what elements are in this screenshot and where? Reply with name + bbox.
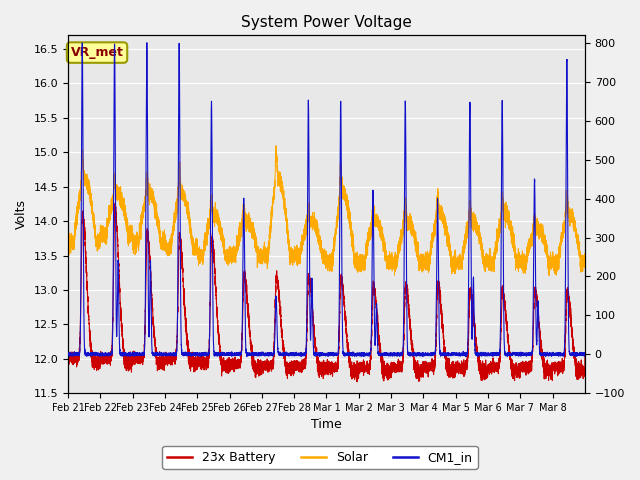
Solar [519, 258, 527, 264]
Legend: 23x Battery, Solar, CM1_in: 23x Battery, Solar, CM1_in [163, 446, 477, 469]
23x Battery [305, 276, 312, 281]
CM1_in [528, 350, 536, 356]
CM1_in [519, 352, 527, 358]
Solar [64, 235, 72, 241]
CM1_in [490, 352, 498, 358]
Solar [490, 260, 498, 265]
Line: Solar: Solar [68, 145, 585, 276]
23x Battery [476, 364, 484, 370]
CM1_in [476, 353, 484, 359]
Solar [476, 238, 484, 244]
CM1_in [64, 352, 72, 358]
23x Battery [64, 352, 72, 358]
Title: System Power Voltage: System Power Voltage [241, 15, 412, 30]
CM1_in [143, 40, 150, 46]
23x Battery [452, 364, 460, 370]
X-axis label: Time: Time [311, 419, 342, 432]
23x Battery [353, 379, 361, 384]
Solar [545, 273, 553, 278]
Line: 23x Battery: 23x Battery [68, 204, 585, 382]
23x Battery [581, 353, 589, 359]
Text: VR_met: VR_met [70, 46, 124, 59]
Solar [528, 230, 536, 236]
23x Battery [490, 366, 498, 372]
23x Battery [519, 364, 527, 370]
CM1_in [65, 353, 73, 359]
CM1_in [581, 351, 589, 357]
Solar [272, 143, 280, 148]
23x Battery [528, 359, 536, 365]
Line: CM1_in: CM1_in [68, 43, 585, 356]
Solar [581, 261, 589, 267]
Solar [452, 262, 460, 267]
CM1_in [452, 351, 460, 357]
Y-axis label: Volts: Volts [15, 199, 28, 229]
Solar [305, 209, 312, 215]
CM1_in [305, 128, 312, 133]
23x Battery [111, 201, 119, 206]
